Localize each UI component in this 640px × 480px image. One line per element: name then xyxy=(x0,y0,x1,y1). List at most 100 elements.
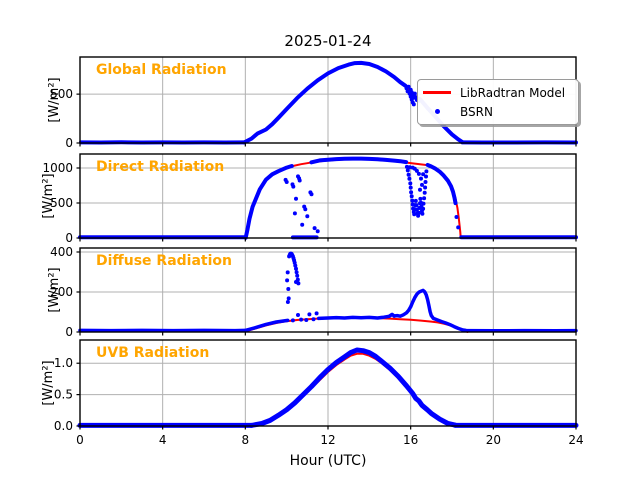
panel-label-uvb: UVB Radiation xyxy=(96,345,209,361)
bsrn-series xyxy=(316,312,396,321)
bsrn-point xyxy=(299,317,304,322)
y-axis-label-global: [W/m²] xyxy=(47,77,62,122)
bsrn-point xyxy=(419,176,423,181)
bsrn-point xyxy=(294,280,298,284)
y-tick-label: 0 xyxy=(65,325,73,339)
bsrn-point xyxy=(285,270,290,275)
x-tick-label: 0 xyxy=(76,433,84,447)
bsrn-point xyxy=(423,185,428,190)
bsrn-point xyxy=(416,210,421,215)
y-tick-label: 0 xyxy=(65,231,73,245)
y-tick-label: 500 xyxy=(50,196,73,210)
bsrn-point xyxy=(414,203,419,208)
y-tick-label: 500 xyxy=(50,87,73,101)
legend-label-model: LibRadtran Model xyxy=(460,85,566,100)
x-tick-label: 12 xyxy=(320,433,335,447)
legend-entry-bsrn: BSRN xyxy=(422,104,574,120)
bsrn-point xyxy=(420,182,424,187)
bsrn-point xyxy=(285,278,290,283)
x-tick-label: 8 xyxy=(242,433,250,447)
bsrn-point xyxy=(422,190,427,195)
bsrn-point xyxy=(407,176,412,181)
bsrn-point xyxy=(286,296,291,301)
bsrn-point xyxy=(286,287,291,291)
bsrn-point xyxy=(314,311,319,316)
bsrn-point xyxy=(424,169,429,174)
bsrn-point xyxy=(294,270,299,275)
panel-label-direct: Direct Radiation xyxy=(96,159,224,175)
y-tick-label: 200 xyxy=(50,285,73,299)
x-tick-label: 16 xyxy=(403,433,418,447)
bsrn-point xyxy=(418,196,423,201)
panel-global: 0 500 xyxy=(50,56,578,150)
bsrn-point xyxy=(409,194,414,199)
bsrn-point xyxy=(416,213,421,218)
y-tick-label: 400 xyxy=(50,245,73,259)
x-tick-label: 4 xyxy=(159,433,167,447)
y-tick-label: 1.0 xyxy=(54,356,73,370)
y-axis-label-direct: [W/m²] xyxy=(41,173,56,218)
bsrn-point xyxy=(406,172,411,177)
bsrn-point xyxy=(284,180,289,184)
bsrn-point xyxy=(406,84,411,89)
y-tick-label: 0.5 xyxy=(54,388,73,402)
bsrn-series xyxy=(243,318,290,333)
bsrn-point xyxy=(412,212,417,217)
bsrn-point xyxy=(420,211,425,216)
bsrn-point xyxy=(413,198,418,203)
bsrn-point xyxy=(297,178,302,183)
bsrn-point xyxy=(409,190,414,195)
bsrn-point xyxy=(295,273,300,278)
chart-title: 2025-01-24 xyxy=(284,32,371,50)
model-line-icon xyxy=(422,91,452,94)
bsrn-point xyxy=(292,211,297,216)
bsrn-point xyxy=(421,172,426,177)
panel-label-diffuse: Diffuse Radiation xyxy=(96,253,232,269)
bsrn-point xyxy=(416,171,421,176)
bsrn-point xyxy=(296,313,300,317)
bsrn-point xyxy=(304,318,309,322)
bsrn-point xyxy=(290,318,295,323)
bsrn-point xyxy=(285,300,290,304)
legend: LibRadtran Model BSRN xyxy=(417,79,579,125)
bsrn-point xyxy=(303,207,308,212)
bsrn-point xyxy=(293,263,298,268)
bsrn-series xyxy=(425,162,458,206)
bsrn-point xyxy=(309,192,314,197)
bsrn-series xyxy=(392,288,468,333)
legend-entry-model: LibRadtran Model xyxy=(422,85,574,101)
bsrn-series xyxy=(249,347,458,428)
panel-uvb: 0 4 8 12 16 20 24 0.0 0.5 1.0 xyxy=(54,339,584,447)
bsrn-point xyxy=(410,198,415,203)
bsrn-point xyxy=(311,317,316,322)
bsrn-point xyxy=(407,165,412,170)
x-axis-label: Hour (UTC) xyxy=(290,453,367,469)
bsrn-point xyxy=(411,102,416,107)
bsrn-point xyxy=(412,91,417,96)
bsrn-point xyxy=(405,168,410,173)
bsrn-dot-icon xyxy=(422,109,452,114)
y-tick-label: 0 xyxy=(65,136,73,150)
bsrn-series xyxy=(309,156,409,165)
bsrn-point xyxy=(410,165,415,170)
bsrn-point xyxy=(454,215,459,219)
panel-direct: 0 500 1000 xyxy=(42,153,578,245)
bsrn-point xyxy=(294,266,298,271)
panel-label-global: Global Radiation xyxy=(96,62,227,78)
x-tick-label: 20 xyxy=(486,433,501,447)
y-axis-label-diffuse: [W/m²] xyxy=(47,267,62,312)
panel-diffuse: 0 200 400 xyxy=(50,245,578,339)
bsrn-point xyxy=(300,222,305,227)
bsrn-point xyxy=(291,184,296,189)
bsrn-point xyxy=(312,226,317,231)
bsrn-point xyxy=(418,187,422,192)
y-tick-label: 1000 xyxy=(42,161,73,175)
x-tick-label: 24 xyxy=(568,433,583,447)
bsrn-point xyxy=(408,185,413,190)
bsrn-point xyxy=(421,201,426,206)
bsrn-point xyxy=(305,214,310,219)
bsrn-point xyxy=(421,206,426,211)
bsrn-point xyxy=(422,196,427,201)
